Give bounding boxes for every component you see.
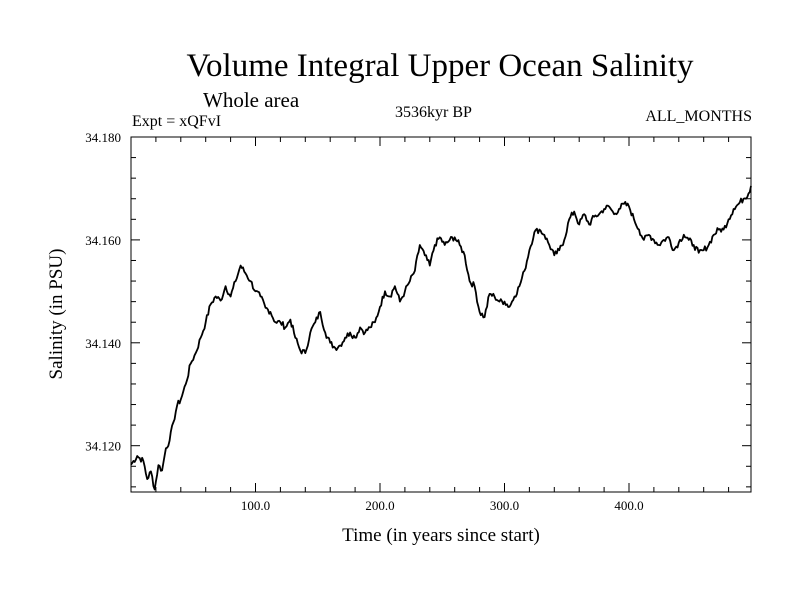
y-tick-label: 34.140 <box>85 336 121 351</box>
chart-title: Volume Integral Upper Ocean Salinity <box>186 48 694 84</box>
x-axis-label: Time (in years since start) <box>342 525 540 546</box>
x-tick-label: 100.0 <box>241 498 270 513</box>
x-tick-label: 200.0 <box>365 498 394 513</box>
y-axis-label: Salinity (in PSU) <box>46 249 67 380</box>
period-label: 3536kyr BP <box>395 104 472 121</box>
plot-frame <box>130 136 752 493</box>
x-tick-label: 400.0 <box>614 498 643 513</box>
salinity-series-line <box>130 185 752 491</box>
experiment-label: Expt = xQFvI <box>132 113 222 130</box>
chart-subtitle: Whole area <box>203 88 300 112</box>
x-tick-label: 300.0 <box>490 498 519 513</box>
months-label: ALL_MONTHS <box>645 108 752 125</box>
y-tick-label: 34.120 <box>85 439 121 454</box>
y-tick-label: 34.160 <box>85 233 121 248</box>
y-tick-label: 34.180 <box>85 130 121 145</box>
